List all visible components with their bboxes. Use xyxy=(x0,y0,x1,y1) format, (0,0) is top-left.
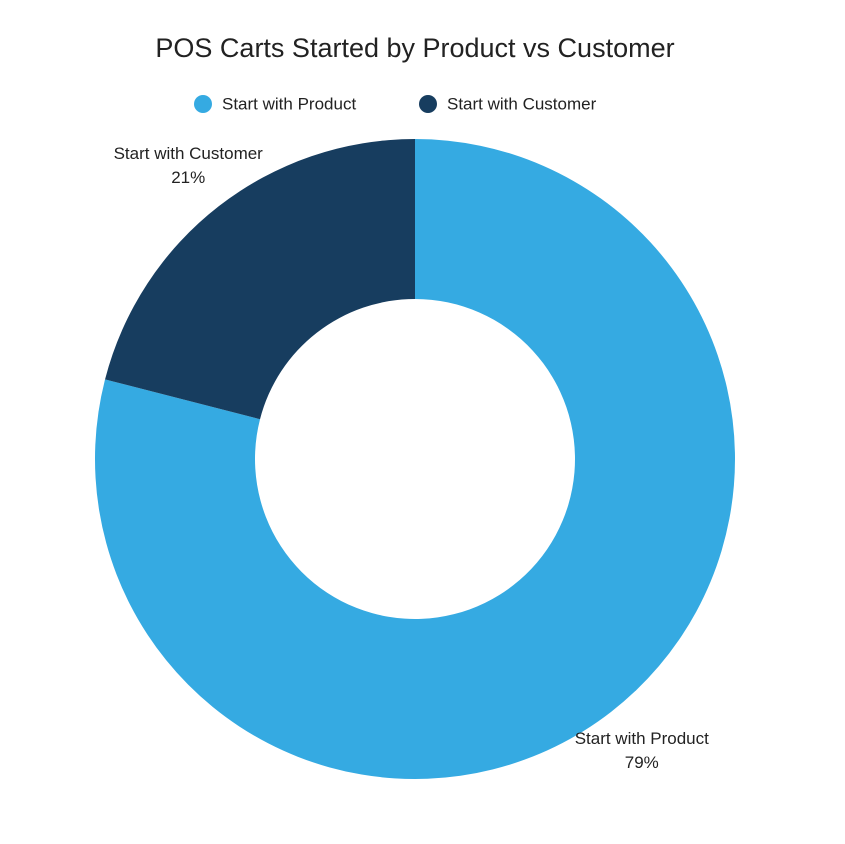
slice-label: Start with Product xyxy=(575,729,709,748)
legend-label: Start with Customer xyxy=(447,94,597,113)
slice-value-label: 79% xyxy=(625,753,659,772)
slice-value-label: 21% xyxy=(171,168,205,187)
slice-label: Start with Customer xyxy=(114,144,264,163)
chart-title: POS Carts Started by Product vs Customer xyxy=(155,33,674,63)
legend-label: Start with Product xyxy=(222,94,356,113)
donut-slice xyxy=(105,139,415,420)
legend-marker xyxy=(419,95,437,113)
donut-slice xyxy=(95,139,735,779)
legend-marker xyxy=(194,95,212,113)
